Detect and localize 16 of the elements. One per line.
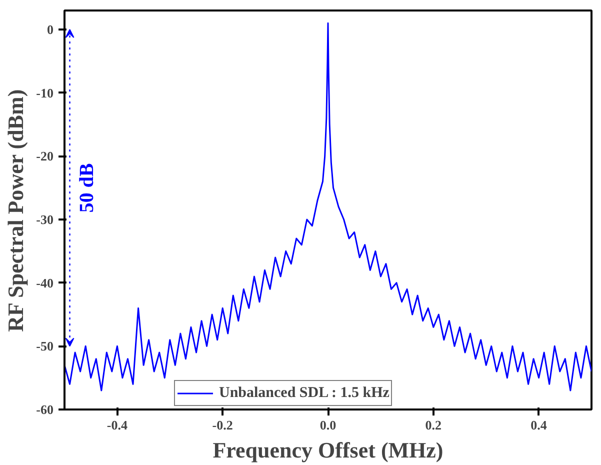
y-tick-label: -20	[36, 148, 54, 164]
y-tick-label: -30	[36, 212, 54, 227]
y-tick-label: -40	[36, 275, 54, 290]
y-axis-title: RF Spectral Power (dBm)	[3, 89, 28, 332]
y-tick-label: -60	[36, 402, 54, 417]
y-tick-label: 0	[47, 22, 54, 37]
x-tick-label: 0.4	[530, 418, 548, 432]
annotation: 50 dB	[76, 163, 98, 213]
x-axis-title: Frequency Offset (MHz)	[212, 438, 444, 462]
y-tick-label: -10	[36, 85, 54, 100]
x-tick-label: 0.2	[425, 418, 442, 432]
x-tick-label: -0.4	[106, 418, 128, 432]
legend-label: Unbalanced SDL : 1.5 kHz	[219, 384, 390, 402]
x-tick-label: 0.0	[320, 418, 336, 432]
x-tick-label: -0.2	[212, 418, 233, 432]
y-tick-label: -50	[36, 338, 54, 354]
